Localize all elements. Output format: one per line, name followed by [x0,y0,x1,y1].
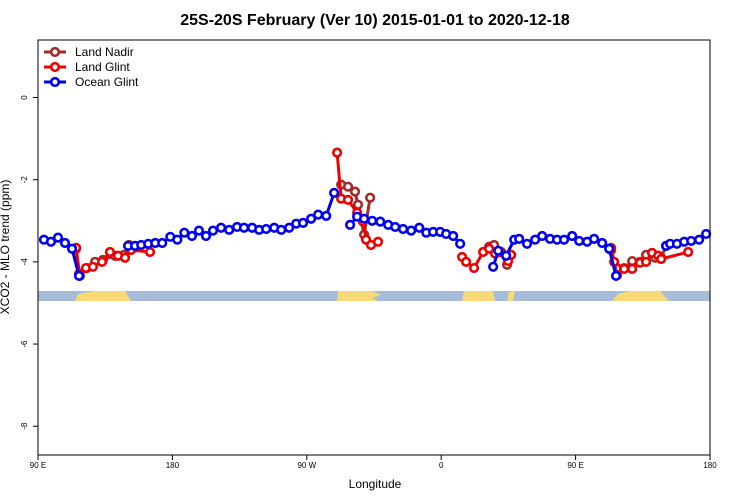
data-point [284,222,295,233]
data-point [349,186,361,197]
data-point [119,252,131,263]
data-point [238,222,250,233]
data-point [359,213,370,224]
plot-frame [37,39,711,456]
data-point [59,237,71,249]
data-point [329,187,340,198]
data-point [186,230,198,242]
data-point [297,217,309,228]
x-tick-label: 90 W [297,461,316,470]
series-line [43,192,708,277]
data-point [640,256,652,267]
data-point [193,225,205,236]
data-point [306,213,317,224]
data-point [610,270,622,281]
x-tick-label: 90 E [567,461,583,470]
x-tick-label: 90 E [30,461,46,470]
data-point [488,261,499,272]
data-point [604,243,615,254]
data-point [559,234,570,245]
data-point [365,192,376,203]
legend-marker [49,46,61,58]
data-point [224,224,235,235]
data-point [52,232,64,243]
data-point [461,256,472,267]
y-tick-label: -4 [20,258,29,266]
legend-label: Ocean Glint [75,75,139,89]
legend-marker [49,76,61,88]
y-axis-label: XCO2 - MLO trend (ppm) [0,180,12,315]
legend-label: Land Glint [75,60,130,74]
data-point [455,238,466,249]
data-point [686,235,697,247]
data-point [342,194,354,205]
data-point [493,245,504,256]
data-point [468,262,480,274]
x-tick-label: 0 [439,461,444,470]
data-point [501,250,512,261]
data-point [215,222,227,233]
series-line [74,152,689,276]
data-point [574,235,585,247]
data-point [367,215,378,226]
x-tick-label: 180 [166,461,180,470]
data-point [96,256,108,267]
data-point [448,230,459,242]
data-point [414,222,425,233]
chart-title: 25S-20S February (Ver 10) 2015-01-01 to … [180,12,570,29]
data-point [313,209,324,220]
data-point [332,147,343,158]
data-point [521,238,533,249]
data-point [390,221,401,233]
data-point [200,230,212,242]
data-point [701,228,712,240]
data-point [45,236,57,247]
data-point [597,237,608,249]
legend-marker [49,61,61,73]
data-point [87,261,99,272]
data-point [537,230,548,242]
legend-label: Land Nadir [75,45,134,59]
data-point [619,263,630,274]
data-point [375,216,386,227]
y-tick-label: 0 [20,95,29,100]
data-point [567,230,578,242]
data-point [352,199,364,210]
data-point [144,246,156,258]
plot-area [38,147,712,281]
data-point [172,234,183,245]
data-point [627,263,638,274]
x-axis-label: Longitude [349,477,402,491]
data-point [398,223,409,235]
data-point [656,253,667,265]
data-point [66,243,78,254]
data-point [207,225,219,236]
data-point [693,234,705,245]
data-point [406,225,417,236]
land-ocean-strip [38,291,710,301]
data-point [104,246,116,258]
data-point [345,219,356,231]
y-tick-label: -6 [20,340,29,348]
data-point [683,246,694,258]
data-point [73,270,85,281]
data-point [627,255,638,267]
data-point [589,233,600,244]
data-point [342,181,354,192]
x-tick-label: 180 [703,461,717,470]
data-point [514,233,525,244]
data-point [157,237,168,249]
data-point [276,224,287,235]
y-tick-label: -2 [20,176,29,184]
y-tick-label: -8 [20,422,29,430]
data-point [261,223,272,235]
data-point [372,236,384,247]
data-point [321,210,332,221]
